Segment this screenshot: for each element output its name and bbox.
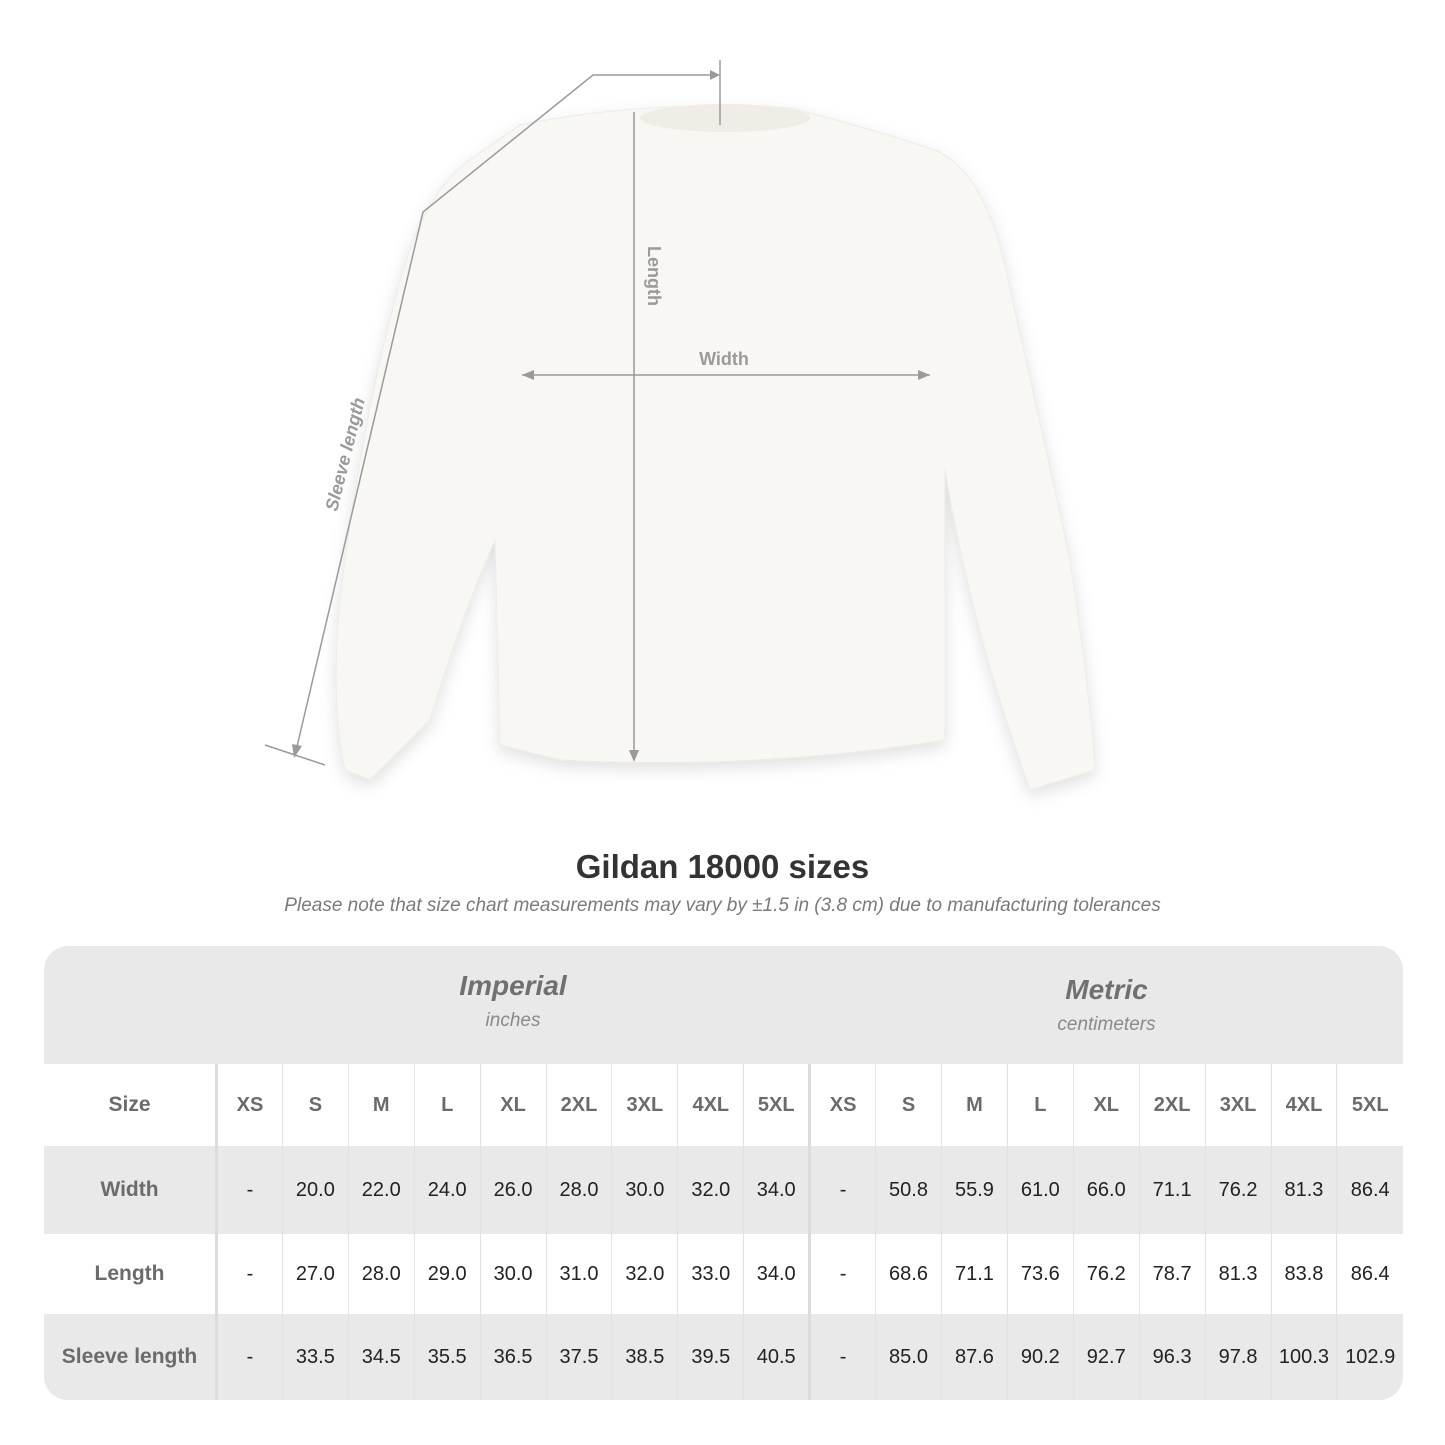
- imperial-value: 26.0: [479, 1146, 547, 1234]
- imperial-value: 36.5: [479, 1314, 547, 1400]
- page-title: Gildan 18000 sizes: [575, 848, 870, 885]
- imperial-value: 33.5: [281, 1314, 349, 1400]
- sweatshirt-diagram: Length Width Sleeve length: [264, 60, 1096, 791]
- size-header: Size: [44, 1064, 218, 1146]
- metric-value: 97.8: [1204, 1314, 1271, 1400]
- imperial-size-4xl: 4XL: [677, 1064, 744, 1146]
- metric-size-3xl: 3XL: [1204, 1064, 1271, 1146]
- metric-label: Metric: [1065, 974, 1148, 1005]
- metric-value: 71.1: [1138, 1146, 1206, 1234]
- metric-value: 85.0: [875, 1314, 942, 1400]
- metric-value: 50.8: [875, 1146, 942, 1234]
- imperial-value: 30.0: [479, 1234, 547, 1314]
- imperial-value: 28.0: [347, 1234, 415, 1314]
- imperial-value: 22.0: [347, 1146, 415, 1234]
- metric-size-l: L: [1006, 1064, 1074, 1146]
- metric-size-s: S: [875, 1064, 942, 1146]
- size-header-row: Size XS S M L XL 2XL 3XL 4XL 5XL XS S M L XL 2XL 3XL 4XL 5…: [44, 1064, 1403, 1146]
- imperial-value: 38.5: [611, 1314, 678, 1400]
- imperial-value: 34.0: [743, 1234, 810, 1314]
- imperial-value: 30.0: [611, 1146, 678, 1234]
- metric-value: 102.9: [1336, 1314, 1403, 1400]
- row-label: Width: [44, 1146, 218, 1234]
- metric-value: 73.6: [1006, 1234, 1074, 1314]
- tolerance-note: Please note that size chart measurements…: [284, 895, 1161, 916]
- imperial-value: 37.5: [545, 1314, 612, 1400]
- imperial-label: Imperial: [459, 970, 567, 1001]
- metric-size-4xl: 4XL: [1270, 1064, 1337, 1146]
- imperial-size-2xl: 2XL: [545, 1064, 612, 1146]
- metric-value: 81.3: [1270, 1146, 1337, 1234]
- metric-header: Metric centimeters: [810, 974, 1403, 1092]
- imperial-value: -: [216, 1234, 283, 1314]
- imperial-value: 33.0: [677, 1234, 744, 1314]
- metric-size-5xl: 5XL: [1336, 1064, 1403, 1146]
- imperial-size-m: M: [347, 1064, 415, 1146]
- width-label: Width: [699, 349, 749, 369]
- imperial-value: 20.0: [281, 1146, 349, 1234]
- imperial-value: 34.0: [743, 1146, 810, 1234]
- imperial-header: Imperial inches: [216, 970, 810, 1088]
- metric-size-xl: XL: [1072, 1064, 1140, 1146]
- imperial-size-3xl: 3XL: [611, 1064, 678, 1146]
- metric-value: 71.1: [940, 1234, 1008, 1314]
- imperial-value: 28.0: [545, 1146, 612, 1234]
- imperial-value: 31.0: [545, 1234, 612, 1314]
- metric-value: 61.0: [1006, 1146, 1074, 1234]
- metric-value: 83.8: [1270, 1234, 1337, 1314]
- imperial-value: 35.5: [413, 1314, 481, 1400]
- imperial-size-l: L: [413, 1064, 481, 1146]
- metric-value: 68.6: [875, 1234, 942, 1314]
- metric-value: 92.7: [1072, 1314, 1140, 1400]
- imperial-value: 34.5: [347, 1314, 415, 1400]
- metric-unit: centimeters: [1057, 1014, 1156, 1035]
- sweatshirt-image: [335, 105, 1096, 791]
- imperial-value: 39.5: [677, 1314, 744, 1400]
- imperial-size-xs: XS: [216, 1064, 283, 1146]
- imperial-value: 24.0: [413, 1146, 481, 1234]
- size-grid: Size XS S M L XL 2XL 3XL 4XL 5XL XS S M L XL 2XL 3XL 4XL 5…: [44, 1064, 1403, 1400]
- metric-value: 87.6: [940, 1314, 1008, 1400]
- imperial-size-xl: XL: [479, 1064, 547, 1146]
- imperial-value: -: [216, 1146, 283, 1234]
- metric-size-2xl: 2XL: [1138, 1064, 1206, 1146]
- imperial-value: 32.0: [611, 1234, 678, 1314]
- metric-value: 86.4: [1336, 1234, 1403, 1314]
- imperial-value: -: [216, 1314, 283, 1400]
- metric-value: 78.7: [1138, 1234, 1206, 1314]
- table-row: Width -20.0 22.0 24.0 26.0 28.0 30.0 32.0 34.0-5…: [44, 1146, 1403, 1234]
- size-table: Imperial inches Metric centimeters Size X…: [44, 946, 1403, 1400]
- imperial-size-5xl: 5XL: [743, 1064, 810, 1146]
- metric-value: 76.2: [1072, 1234, 1140, 1314]
- metric-value: 90.2: [1006, 1314, 1074, 1400]
- row-label: Length: [44, 1234, 218, 1314]
- metric-value: -: [808, 1234, 876, 1314]
- imperial-value: 29.0: [413, 1234, 481, 1314]
- table-row: Length -27.0 28.0 29.0 30.0 31.0 32.0 33.0 34.0-…: [44, 1234, 1403, 1314]
- table-row: Sleeve length -33.5 34.5 35.5 36.5 37.5 38.5 39…: [44, 1314, 1403, 1400]
- metric-value: 66.0: [1072, 1146, 1140, 1234]
- imperial-unit: inches: [485, 1010, 541, 1031]
- metric-value: 100.3: [1270, 1314, 1337, 1400]
- metric-value: 86.4: [1336, 1146, 1403, 1234]
- imperial-value: 27.0: [281, 1234, 349, 1314]
- metric-value: -: [808, 1146, 876, 1234]
- metric-value: 81.3: [1204, 1234, 1271, 1314]
- row-label: Sleeve length: [44, 1314, 218, 1400]
- length-label: Length: [644, 246, 664, 306]
- metric-value: 96.3: [1138, 1314, 1206, 1400]
- imperial-value: 40.5: [743, 1314, 810, 1400]
- metric-size-xs: XS: [808, 1064, 876, 1146]
- imperial-value: 32.0: [677, 1146, 744, 1234]
- imperial-size-s: S: [281, 1064, 349, 1146]
- metric-size-m: M: [940, 1064, 1008, 1146]
- metric-value: -: [808, 1314, 876, 1400]
- metric-value: 55.9: [940, 1146, 1008, 1234]
- metric-value: 76.2: [1204, 1146, 1271, 1234]
